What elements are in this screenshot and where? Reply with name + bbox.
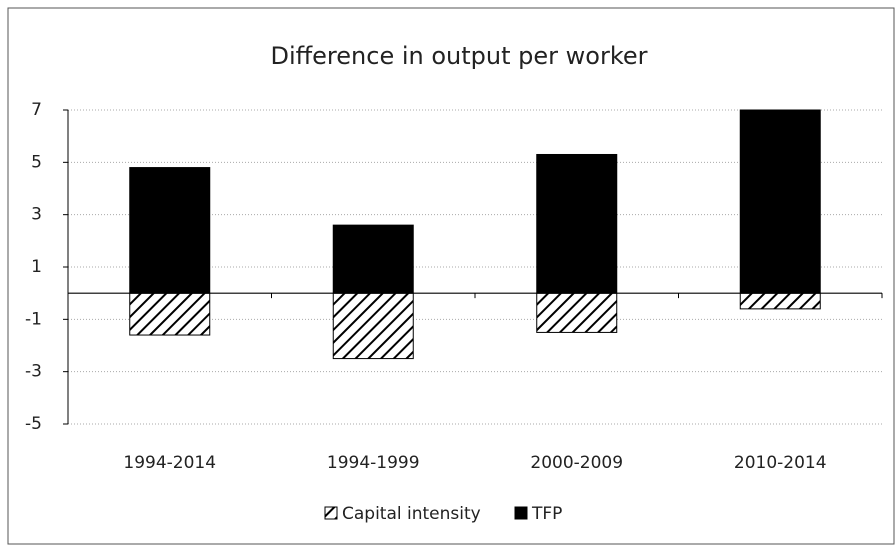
legend-label: TFP	[531, 504, 562, 524]
bar-segment	[332, 292, 414, 360]
bar-segment	[739, 292, 821, 310]
y-tick-label: -5	[25, 414, 42, 434]
x-tick-label: 1994-1999	[327, 453, 420, 473]
bar-segment	[536, 292, 618, 333]
bar-segment	[739, 109, 821, 294]
y-tick-label: -3	[25, 362, 42, 382]
bar-segment	[536, 153, 618, 294]
y-tick-label: 3	[31, 205, 42, 225]
chart-title: Difference in output per worker	[270, 42, 647, 70]
legend-label: Capital intensity	[342, 504, 481, 524]
x-tick-label: 2010-2014	[734, 453, 827, 473]
x-tick-label: 1994-2014	[123, 453, 216, 473]
bar-segment	[332, 224, 414, 294]
y-tick-label: -1	[25, 309, 42, 329]
bar-segment	[129, 167, 211, 294]
y-tick-label: 7	[31, 100, 42, 120]
bar-segment	[129, 292, 211, 336]
y-tick-label: 5	[31, 152, 42, 172]
x-tick-label: 2000-2009	[530, 453, 623, 473]
y-tick-label: 1	[31, 257, 42, 277]
legend-swatch	[514, 506, 528, 520]
legend-swatch	[324, 506, 338, 520]
